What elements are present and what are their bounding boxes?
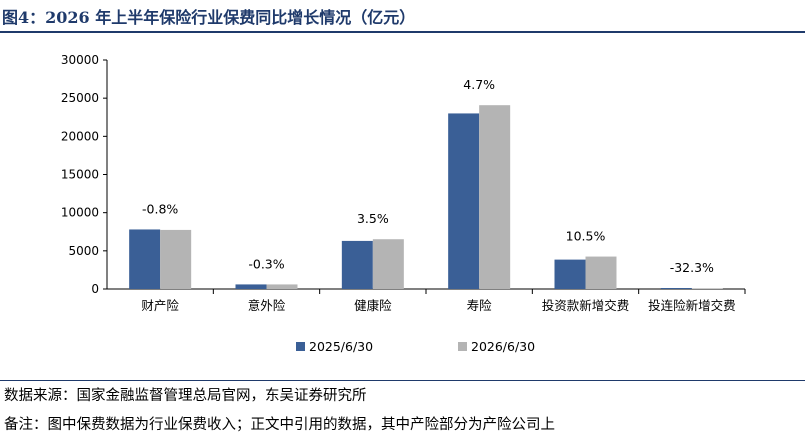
- growth-label: 4.7%: [463, 77, 495, 92]
- growth-label: 10.5%: [566, 229, 606, 244]
- bar-series2: [266, 284, 298, 289]
- y-tick-label: 25000: [61, 91, 99, 105]
- y-tick-label: 20000: [61, 129, 99, 143]
- bar-series1: [129, 229, 161, 289]
- legend-swatch-series2: [458, 342, 467, 351]
- x-tick-label: 财产险: [141, 298, 179, 313]
- title-divider: [0, 31, 805, 33]
- x-tick-label: 寿险: [467, 298, 493, 313]
- y-tick-label: 5000: [68, 244, 99, 258]
- legend-label-series2: 2026/6/30: [471, 339, 535, 354]
- bar-series2: [160, 229, 192, 289]
- y-tick-label: 15000: [61, 168, 99, 182]
- bar-series2: [479, 105, 511, 289]
- bar-series1: [660, 288, 692, 289]
- legend: 2025/6/30 2026/6/30: [296, 339, 535, 354]
- growth-label: 3.5%: [357, 211, 389, 226]
- legend-label-series1: 2025/6/30: [309, 339, 373, 354]
- y-tick-label: 30000: [61, 53, 99, 67]
- source-note: 数据来源：国家金融监督管理总局官网，东吴证券研究所: [4, 388, 367, 404]
- bar-series2: [585, 256, 617, 289]
- bar-series2: [691, 288, 723, 289]
- bars: [129, 105, 723, 289]
- bar-series2: [372, 239, 404, 289]
- growth-annotations: -0.8% -0.3% 3.5% 4.7% 10.5% -32.3%: [142, 77, 714, 275]
- y-axis: 0 5000 10000 15000 20000 25000 30000: [61, 53, 108, 296]
- bar-series1: [235, 284, 267, 289]
- x-tick-label: 投连险新增交费: [648, 298, 736, 313]
- x-tick-label: 意外险: [248, 298, 286, 313]
- bar-series1: [341, 240, 373, 289]
- y-tick-label: 10000: [61, 206, 99, 220]
- x-tick-label: 健康险: [354, 298, 392, 313]
- footer-divider: [0, 380, 805, 381]
- growth-label: -0.8%: [142, 201, 178, 216]
- growth-label: -32.3%: [670, 260, 714, 275]
- remark-note: 备注：图中保费数据为行业保费收入；正文中引用的数据，其中产险部分为产险公司上: [4, 417, 555, 433]
- legend-swatch-series1: [296, 342, 305, 351]
- figure-title: 图4：2026 年上半年保险行业保费同比增长情况（亿元）: [2, 8, 416, 27]
- bar-series1: [448, 113, 480, 289]
- x-tick-label: 投资款新增交费: [542, 298, 630, 313]
- bar-series1: [554, 259, 586, 289]
- x-axis: 财产险 意外险 健康险 寿险 投资款新增交费 投连险新增交费: [107, 288, 746, 313]
- bar-chart: 0 5000 10000 15000 20000 25000 30000 财产险 意外险 健康险…: [61, 53, 746, 354]
- y-tick-label: 0: [91, 282, 99, 296]
- growth-label: -0.3%: [248, 256, 284, 271]
